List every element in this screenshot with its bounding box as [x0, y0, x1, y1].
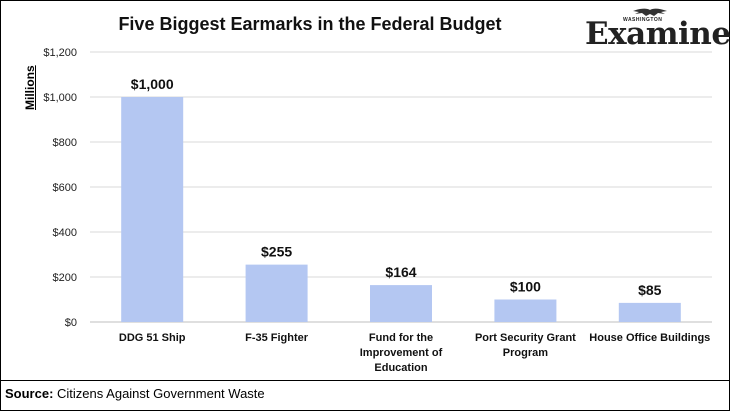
bar [370, 285, 432, 322]
y-tick-label: $200 [53, 272, 77, 284]
logo-top-text: WASHINGTON [623, 17, 663, 23]
x-tick-label: F-35 Fighter [245, 332, 309, 344]
data-label: $255 [261, 244, 292, 260]
data-label: $164 [385, 264, 416, 280]
source-label: Source: [5, 386, 54, 401]
bar-chart: $0 $200 $400 $600 $800 $1,000 $1,200 $1,000 $25… [43, 47, 712, 374]
data-label: $100 [510, 279, 541, 295]
bar [121, 97, 184, 322]
bar [494, 299, 557, 322]
y-tick-label: $800 [53, 137, 77, 149]
x-axis-labels: DDG 51 Ship F-35 Fighter Fund for the Impro… [119, 332, 710, 374]
x-tick-label: House Office Buildings [589, 332, 710, 344]
eagle-icon [633, 8, 667, 16]
data-label: $85 [638, 282, 662, 298]
y-tick-label: $1,200 [43, 47, 77, 59]
y-tick-label: $1,000 [43, 92, 77, 104]
x-tick-label: Fund for the Improvement of Education [360, 332, 443, 374]
bars [121, 97, 681, 322]
chart-title: Five Biggest Earmarks in the Federal Bud… [118, 14, 502, 34]
x-tick-label: DDG 51 Ship [119, 332, 186, 344]
bar [618, 302, 681, 322]
y-tick-label: $0 [65, 317, 77, 329]
data-label: $1,000 [131, 76, 174, 92]
source-divider [1, 380, 729, 381]
bar [245, 264, 308, 322]
source-note: Source: Citizens Against Government Wast… [5, 386, 265, 401]
source-text: Citizens Against Government Waste [57, 386, 265, 401]
gridlines [90, 51, 712, 323]
y-tick-label: $600 [53, 182, 77, 194]
logo-name: Examiner [585, 16, 730, 52]
x-tick-label: Port Security Grant Program [475, 332, 576, 359]
y-axis-ticks: $0 $200 $400 $600 $800 $1,000 $1,200 [43, 47, 77, 329]
washington-examiner-logo: WASHINGTON Examiner [585, 8, 730, 53]
data-labels: $1,000 $255 $164 $100 $85 [131, 76, 662, 298]
y-tick-label: $400 [53, 227, 77, 239]
